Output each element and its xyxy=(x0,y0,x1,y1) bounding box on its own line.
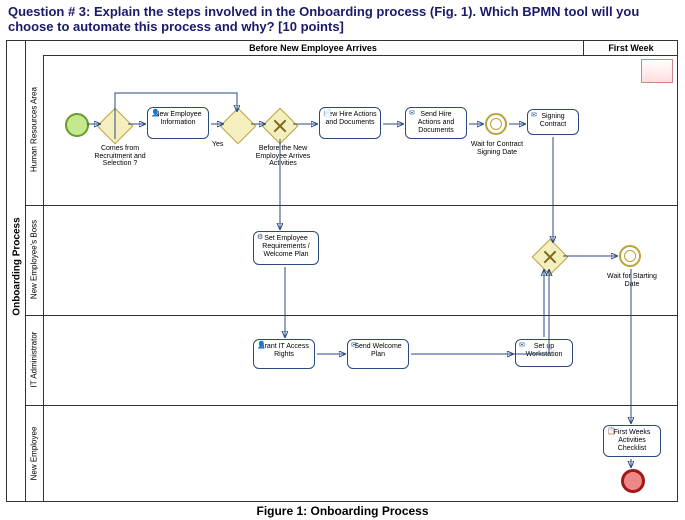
task-signing-contract: ✉Signing Contract xyxy=(527,109,579,135)
task-setup-workstation: ✉Set up Workstation xyxy=(515,339,573,367)
task-send-hire-docs: ✉Send Hire Actions and Documents xyxy=(405,107,467,139)
start-event xyxy=(65,113,89,137)
task-grant-it: 👤Grant IT Access Rights xyxy=(253,339,315,369)
task-first-week-checklist: 📋First Weeks Activities Checklist xyxy=(603,425,661,457)
lane-boss: New Employee's Boss xyxy=(25,205,677,316)
label-comes: Comes from Recruitment and Selection ? xyxy=(85,145,155,168)
timer-wait-start xyxy=(619,245,641,267)
end-event xyxy=(621,469,645,493)
task-new-hire-docs: 📄New Hire Actions and Documents xyxy=(319,107,381,139)
label-wait-start: Wait for Starting Date xyxy=(605,273,659,288)
question-text: Question # 3: Explain the steps involved… xyxy=(0,0,685,38)
phase-before: Before New Employee Arrives xyxy=(43,41,583,56)
task-new-employee-info: 👤New Employee Information xyxy=(147,107,209,139)
task-set-requirements: ⚙Set Employee Requirements / Welcome Pla… xyxy=(253,231,319,265)
phase-first: First Week xyxy=(583,41,678,56)
label-yes: Yes xyxy=(212,141,223,149)
timer-wait-sign xyxy=(485,113,507,135)
task-send-welcome: ✉Send Welcome Plan xyxy=(347,339,409,369)
label-before-activities: Before the New Employee Arrives Activiti… xyxy=(247,145,319,168)
figure-caption: Figure 1: Onboarding Process xyxy=(0,504,685,518)
bpmn-diagram: Onboarding Process Before New Employee A… xyxy=(6,40,678,502)
lane-ne: New Employee xyxy=(25,405,677,501)
label-wait-sign: Wait for Contract Signing Date xyxy=(469,141,525,156)
pool-label: Onboarding Process xyxy=(7,41,26,501)
